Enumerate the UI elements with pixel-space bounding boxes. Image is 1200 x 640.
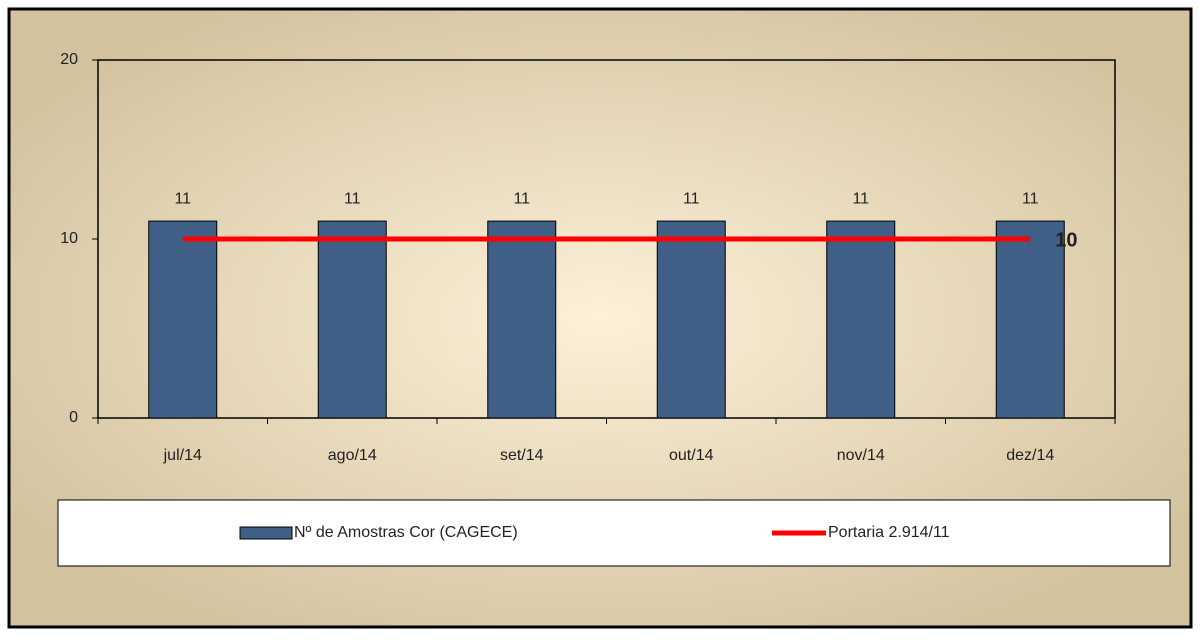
bar (995, 220, 1065, 419)
x-tick-label: dez/14 (1006, 447, 1054, 464)
legend-swatch (239, 526, 293, 540)
bar-data-label: 11 (852, 190, 869, 207)
x-tick-label: out/14 (669, 447, 714, 464)
line-data-label: 10 (1055, 229, 1077, 251)
bar-data-label: 11 (174, 190, 191, 207)
bar (317, 220, 387, 419)
legend-box (57, 499, 1171, 567)
x-tick-label: jul/14 (163, 447, 202, 464)
bar-data-label: 11 (513, 190, 530, 207)
x-tick-label: set/14 (500, 447, 544, 464)
x-tick-label: ago/14 (328, 447, 377, 464)
y-tick-label: 10 (60, 230, 78, 247)
bar (148, 220, 218, 419)
bar-data-label: 11 (683, 190, 700, 207)
legend-label: Portaria 2.914/11 (828, 524, 950, 541)
bar-data-label: 11 (344, 190, 361, 207)
bar (826, 220, 896, 419)
x-tick-label: nov/14 (837, 447, 885, 464)
y-tick-label: 0 (69, 409, 78, 426)
legend-label: Nº de Amostras Cor (CAGECE) (294, 524, 518, 541)
bar (656, 220, 726, 419)
y-tick-label: 20 (60, 51, 78, 68)
bar-data-label: 11 (1022, 190, 1039, 207)
bar (487, 220, 557, 419)
